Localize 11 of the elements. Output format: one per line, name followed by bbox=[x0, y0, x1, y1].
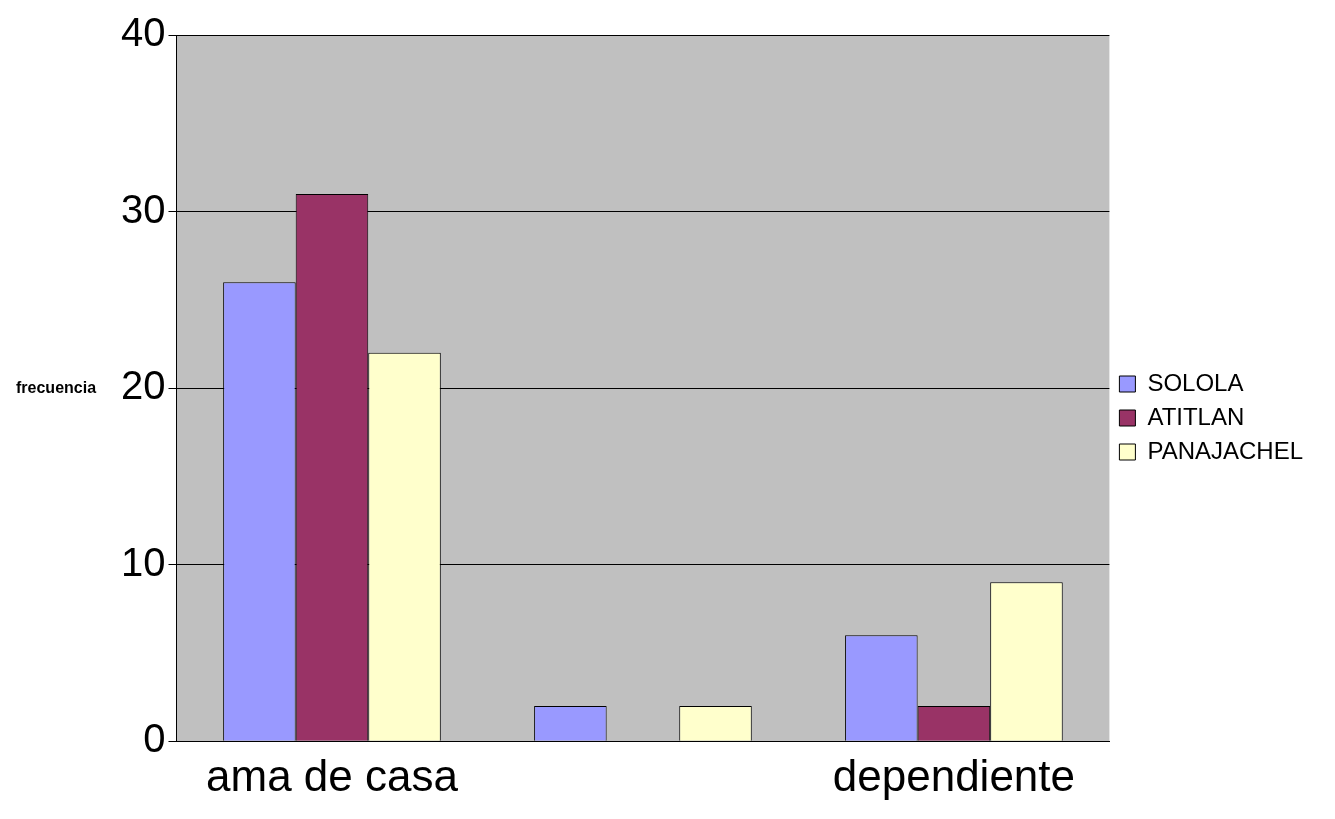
legend-label: SOLOLA bbox=[1147, 368, 1244, 396]
y-tick-label: 0 bbox=[143, 716, 166, 761]
legend-label: ATITLAN bbox=[1147, 402, 1245, 430]
legend-label: PANAJACHEL bbox=[1147, 436, 1304, 464]
y-tick-label: 30 bbox=[120, 186, 166, 231]
y-tick-label: 40 bbox=[120, 10, 166, 55]
x-tick-label: dependiente bbox=[832, 750, 1076, 800]
x-tick-label: ama de casa bbox=[206, 750, 459, 800]
y-tick-label: 20 bbox=[120, 363, 166, 408]
y-axis-title: frecuencia bbox=[16, 378, 97, 396]
y-tick-label: 10 bbox=[120, 539, 166, 584]
